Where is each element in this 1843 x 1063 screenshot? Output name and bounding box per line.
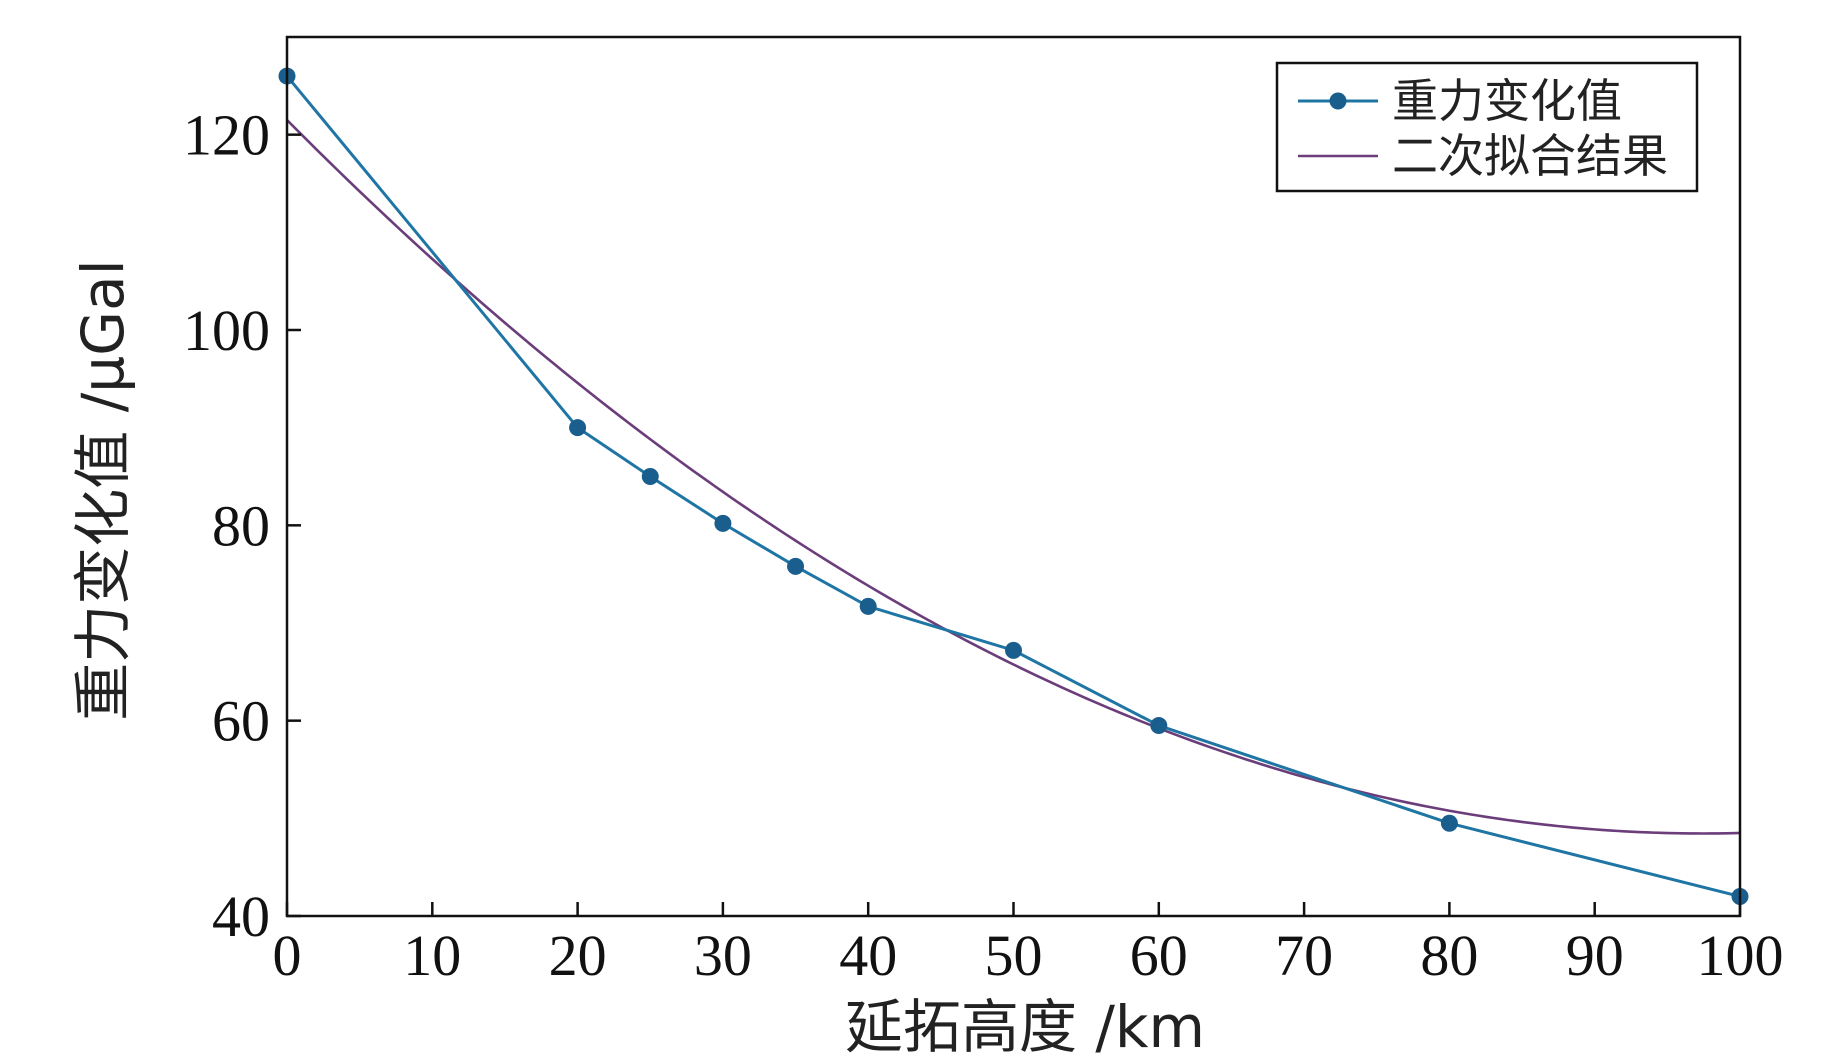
gravity-point-25 bbox=[641, 468, 659, 485]
x-tick-label-100: 100 bbox=[1697, 923, 1784, 988]
x-tick-label-0: 0 bbox=[273, 923, 302, 988]
legend-label-gravity: 重力变化值 bbox=[1392, 74, 1622, 128]
x-tick-label-50: 50 bbox=[985, 923, 1043, 988]
gravity-point-30 bbox=[714, 514, 732, 532]
plot-layer bbox=[278, 67, 1749, 905]
x-tick-label-30: 30 bbox=[694, 923, 752, 988]
x-axis-title: 延拓高度 /km bbox=[845, 993, 1205, 1061]
gravity-point-80 bbox=[1440, 814, 1458, 832]
y-tick-label-60: 60 bbox=[212, 689, 270, 754]
x-tick-label-90: 90 bbox=[1566, 923, 1624, 988]
x-tick-label-70: 70 bbox=[1275, 923, 1333, 988]
y-tick-label-120: 120 bbox=[183, 103, 270, 168]
gravity-series-line bbox=[285, 75, 1741, 898]
x-tick-label-60: 60 bbox=[1130, 923, 1188, 988]
gravity-point-60 bbox=[1150, 717, 1168, 735]
legend-box bbox=[1275, 61, 1699, 193]
axes-layer: 0 10 20 30 40 50 60 70 80 90 100 40 60 80 100 120 bbox=[183, 35, 1784, 988]
x-tick-label-10: 10 bbox=[403, 923, 461, 988]
legend-marker-gravity bbox=[1329, 92, 1347, 110]
x-tick-label-40: 40 bbox=[839, 923, 897, 988]
y-tick-label-80: 80 bbox=[212, 493, 270, 558]
x-tick-label-20: 20 bbox=[549, 923, 607, 988]
legend-label-fit: 二次拟合结果 bbox=[1392, 129, 1668, 183]
gravity-point-50 bbox=[1005, 641, 1022, 659]
legend: 重力变化值 二次拟合结果 bbox=[1275, 61, 1699, 193]
y-axis-title: 重力变化值 /μGal bbox=[69, 259, 137, 720]
gravity-point-20 bbox=[569, 419, 587, 437]
y-tick-label-100: 100 bbox=[183, 298, 270, 363]
x-tick-label-80: 80 bbox=[1420, 923, 1478, 988]
fit-curve-line bbox=[286, 119, 1741, 835]
gravity-point-35 bbox=[787, 557, 805, 575]
y-tick-label-40: 40 bbox=[212, 884, 270, 949]
gravity-point-40 bbox=[859, 597, 877, 615]
